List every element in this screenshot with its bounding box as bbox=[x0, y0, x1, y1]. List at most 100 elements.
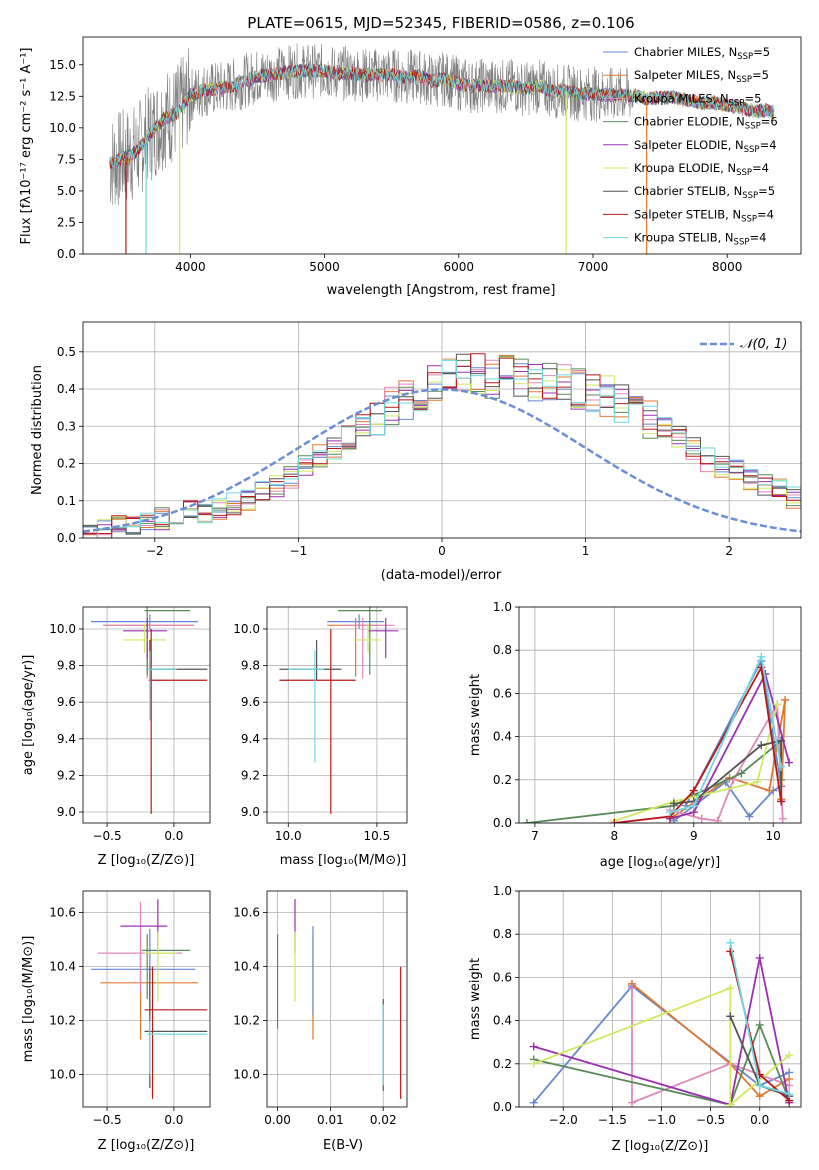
x-tick-label: −1.0 bbox=[647, 1113, 676, 1127]
axes-foreground: 10.0 10.5 9.0 9.2 9.4 9.6 9.8 10.0 bbox=[233, 606, 408, 843]
axes-frame bbox=[82, 36, 802, 255]
x-tick-label: −2 bbox=[146, 544, 164, 558]
x-tick-label: 9 bbox=[690, 829, 698, 843]
massweight-vs-age-panel: age [log₁₀(age/yr)] mass weight 7 8 9 10 0.0… bbox=[468, 600, 802, 870]
x-tick-label: 7 bbox=[531, 829, 539, 843]
age-vs-mass-panel: mass [log₁₀(M/M⊙)] 10.0 10.5 9.0 9.2 9.4 9.6 9… bbox=[233, 606, 408, 868]
legend-label-kroupa-elodie: Kroupa ELODIE, NSSP=4 bbox=[634, 161, 769, 178]
model-line-salpeter-stelib bbox=[109, 64, 774, 169]
histogram-kroupa-stelib bbox=[83, 359, 801, 538]
series-marker-salpeter-stelib bbox=[610, 819, 619, 823]
x-tick-label: −0.5 bbox=[92, 829, 121, 843]
series-marker-kroupa-elodie bbox=[785, 1051, 794, 1060]
legend-label-salpeter-miles: Salpeter MILES, NSSP=5 bbox=[634, 68, 769, 85]
y-tick-label: 10.0 bbox=[49, 1068, 76, 1082]
legend-label-main: Chabrier ELODIE, N bbox=[634, 115, 745, 129]
legend-label-main: Chabrier STELIB, N bbox=[634, 184, 742, 198]
legend-label-sub: SSP bbox=[737, 52, 753, 62]
spectrum-ylabel: Flux [fλ10⁻¹⁷ erg cm⁻² s⁻¹ A⁻¹] bbox=[19, 48, 34, 245]
y-tick-label: 0.1 bbox=[57, 494, 76, 508]
y-tick-label: 10.4 bbox=[49, 960, 76, 974]
age-vs-Z-xlabel: Z [log₁₀(Z/Z⊙)] bbox=[98, 853, 195, 868]
mass-vs-EBV-xlabel: E(B-V) bbox=[323, 1138, 363, 1153]
y-tick-label: 0.4 bbox=[493, 1014, 512, 1028]
series-marker-kroupa-stelib bbox=[726, 938, 735, 947]
axes-frame bbox=[518, 606, 802, 824]
series-marker-salpeter-miles bbox=[765, 786, 774, 795]
legend-label-sub: SSP bbox=[729, 98, 745, 108]
series-marker-chabrier-elodie bbox=[737, 769, 746, 778]
y-tick-label: 7.5 bbox=[57, 152, 76, 166]
x-tick-label: 0.0 bbox=[164, 829, 183, 843]
legend-label-eq: =4 bbox=[752, 161, 769, 175]
series-line-kroupa-stelib bbox=[669, 653, 782, 814]
residual-legend: 𝒩(0, 1) bbox=[700, 337, 787, 352]
series-marker-salpeter-elodie bbox=[785, 758, 794, 767]
legend-label-sub: SSP bbox=[734, 238, 750, 248]
series-line-salpeter-elodie bbox=[533, 957, 791, 1106]
y-tick-label: 10.0 bbox=[233, 622, 260, 636]
mass-vs-Z-ylabel: mass [log₁₀(M/M⊙)] bbox=[21, 936, 36, 1063]
y-tick-label: 2.5 bbox=[57, 215, 76, 229]
y-tick-label: 9.8 bbox=[57, 659, 76, 673]
histogram-chabrier-elodie bbox=[83, 355, 801, 534]
grid-lines bbox=[83, 891, 210, 1107]
legend-label-chabrier-elodie: Chabrier ELODIE, NSSP=6 bbox=[634, 115, 778, 132]
histogram-salpeter-stelib bbox=[83, 353, 801, 534]
series-marker-salpeter-stelib bbox=[777, 797, 786, 806]
y-tick-label: 0.0 bbox=[493, 1100, 512, 1114]
residual-plot-area: −2 −1 0 1 2 0.0 0.1 0.2 0.3 0.4 0.5 bbox=[57, 321, 802, 558]
y-tick-label: 1.0 bbox=[493, 884, 512, 898]
y-tick-label: 10.0 bbox=[49, 622, 76, 636]
series-line-kroupa-elodie bbox=[533, 986, 790, 1107]
y-tick-label: 9.0 bbox=[57, 805, 76, 819]
legend-normal-label: 𝒩(0, 1) bbox=[740, 337, 787, 352]
y-tick-label: 10.2 bbox=[233, 1014, 260, 1028]
series-marker-chabrier-miles bbox=[529, 1098, 538, 1107]
residual-panel: (data-model)/error Normed distribution −… bbox=[30, 321, 802, 583]
data-layer bbox=[91, 899, 208, 1099]
axes-foreground: 0.00 0.01 0.02 10.0 10.2 10.4 10.6 bbox=[233, 890, 408, 1127]
y-tick-label: 10.0 bbox=[233, 1068, 260, 1082]
y-tick-label: 9.0 bbox=[241, 805, 260, 819]
x-tick-label: −0.5 bbox=[92, 1113, 121, 1127]
series-marker-kroupa-elodie bbox=[773, 700, 782, 709]
grid-lines bbox=[83, 607, 210, 823]
series-marker-kroupa-stelib bbox=[785, 1090, 794, 1099]
x-tick-label: 8000 bbox=[712, 260, 743, 274]
mass-vs-Z-panel: Z [log₁₀(Z/Z⊙)] mass [log₁₀(M/M⊙)] −0.5 0… bbox=[21, 890, 211, 1153]
y-tick-label: 0.5 bbox=[57, 345, 76, 359]
histogram-chabrier-stelib bbox=[83, 353, 801, 538]
legend-label-kroupa-miles: Kroupa MILES, NSSP=5 bbox=[634, 91, 761, 108]
legend-label-eq: =6 bbox=[761, 115, 778, 129]
y-tick-label: 5.0 bbox=[57, 184, 76, 198]
y-tick-label: 9.4 bbox=[241, 732, 260, 746]
massweight-vs-Z-panel: Z [log₁₀(Z/Z⊙)] mass weight −2.0 −1.5 −1.0… bbox=[468, 884, 802, 1154]
y-tick-label: 9.2 bbox=[241, 768, 260, 782]
legend-label-main: Salpeter MILES, N bbox=[634, 68, 736, 82]
massweight-vs-Z-plot-area: −2.0 −1.5 −1.0 −0.5 0.0 0.0 0.2 0.4 0.6 0.8 1.0 bbox=[493, 884, 802, 1127]
legend-label-eq: =5 bbox=[758, 184, 775, 198]
y-tick-label: 0.2 bbox=[57, 457, 76, 471]
series-marker-kroupa-elodie bbox=[726, 1100, 735, 1107]
legend-label-chabrier-miles: Chabrier MILES, NSSP=5 bbox=[634, 45, 770, 62]
legend-label-eq: =4 bbox=[749, 231, 766, 245]
series-marker-kroupa-miles bbox=[627, 984, 636, 993]
data-layer bbox=[529, 938, 794, 1107]
y-tick-label: 10.4 bbox=[233, 960, 260, 974]
y-tick-label: 10.6 bbox=[233, 906, 260, 920]
x-tick-label: 0 bbox=[438, 544, 446, 558]
series-marker-salpeter-miles bbox=[781, 695, 790, 704]
axes-foreground: 7 8 9 10 0.0 0.2 0.4 0.6 0.8 1.0 bbox=[493, 600, 802, 843]
axes-frame bbox=[266, 606, 408, 824]
series-line-salpeter-elodie bbox=[669, 671, 790, 820]
y-tick-label: 0.0 bbox=[493, 816, 512, 830]
y-tick-label: 0.8 bbox=[493, 927, 512, 941]
legend-label-main: Salpeter STELIB, N bbox=[634, 207, 741, 221]
legend-label-eq: =5 bbox=[753, 45, 770, 59]
legend-label-kroupa-stelib: Kroupa STELIB, NSSP=4 bbox=[634, 231, 766, 248]
x-tick-label: 0.02 bbox=[370, 1113, 397, 1127]
legend-label-main: Salpeter ELODIE, N bbox=[634, 138, 744, 152]
x-tick-label: 0.00 bbox=[264, 1113, 291, 1127]
